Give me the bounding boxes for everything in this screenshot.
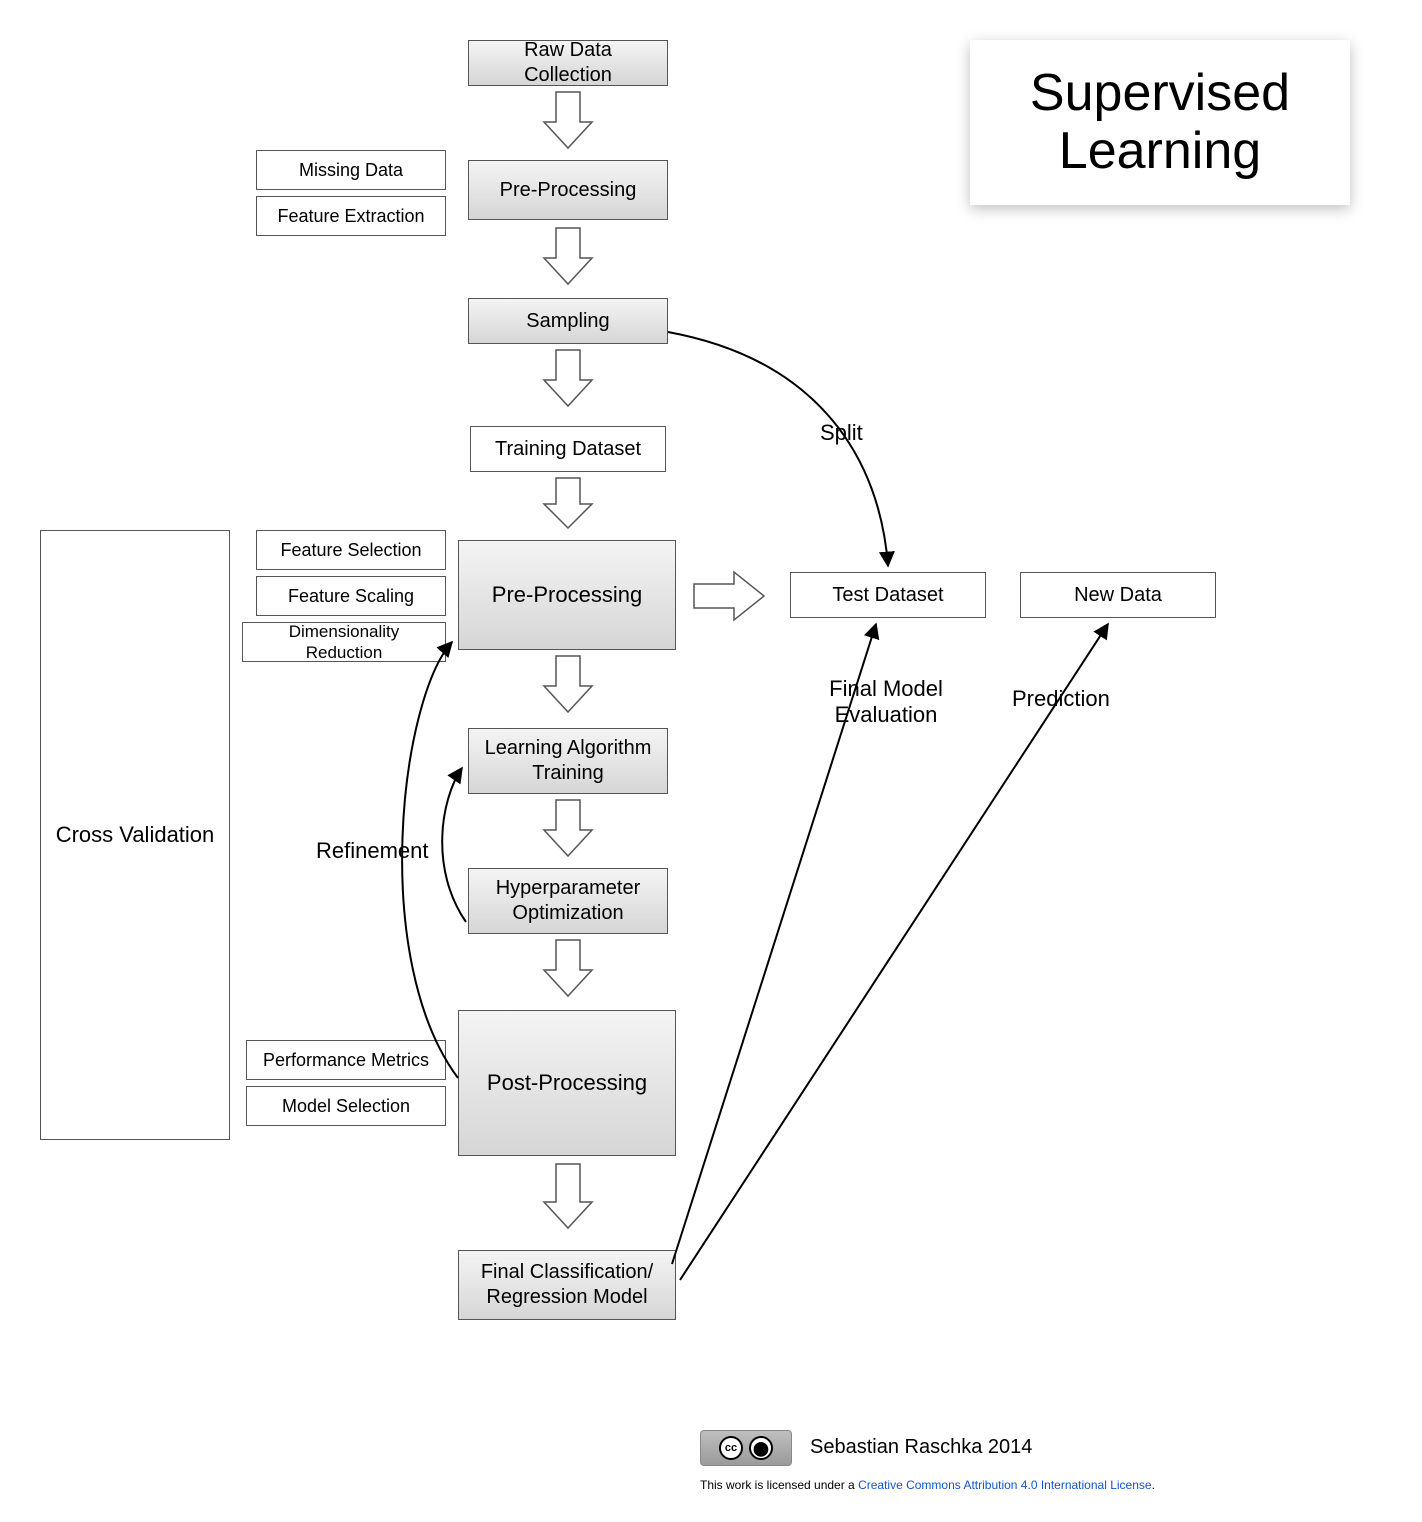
node-label: Pre-Processing bbox=[492, 581, 642, 609]
node-label: Learning Algorithm Training bbox=[479, 736, 657, 786]
cc-text: cc bbox=[725, 1442, 737, 1454]
annot-model-selection: Model Selection bbox=[246, 1086, 446, 1126]
license-line: This work is licensed under a Creative C… bbox=[700, 1478, 1155, 1492]
edge-label-final-eval: Final Model Evaluation bbox=[806, 676, 966, 728]
edge-refine2 bbox=[442, 768, 466, 922]
node-label: Feature Extraction bbox=[277, 205, 424, 228]
node-sampling: Sampling bbox=[468, 298, 668, 344]
node-label: Post-Processing bbox=[487, 1069, 647, 1097]
edge-label-prediction: Prediction bbox=[1012, 686, 1110, 712]
node-test-dataset: Test Dataset bbox=[790, 572, 986, 618]
node-label: Feature Selection bbox=[280, 539, 421, 562]
node-label: Model Selection bbox=[282, 1095, 410, 1118]
node-label: Pre-Processing bbox=[500, 178, 637, 203]
cc-circle-icon: cc bbox=[719, 1436, 743, 1460]
node-final-model: Final Classification/ Regression Model bbox=[458, 1250, 676, 1320]
block-arrow-icon bbox=[544, 656, 592, 712]
edge-label-split: Split bbox=[820, 420, 863, 446]
node-label: New Data bbox=[1074, 583, 1162, 608]
node-label: Cross Validation bbox=[56, 821, 215, 849]
node-label: Final Classification/ Regression Model bbox=[469, 1260, 665, 1310]
node-label: Sampling bbox=[526, 309, 609, 334]
block-arrow-icon bbox=[544, 1164, 592, 1228]
annot-feature-extraction: Feature Extraction bbox=[256, 196, 446, 236]
node-preprocessing-1: Pre-Processing bbox=[468, 160, 668, 220]
annot-missing-data: Missing Data bbox=[256, 150, 446, 190]
block-arrow-icon bbox=[544, 940, 592, 996]
block-arrow-icon bbox=[544, 350, 592, 406]
license-suffix: . bbox=[1152, 1478, 1155, 1492]
annot-feature-selection: Feature Selection bbox=[256, 530, 446, 570]
node-new-data: New Data bbox=[1020, 572, 1216, 618]
node-label: Missing Data bbox=[299, 159, 403, 182]
node-label: Training Dataset bbox=[495, 437, 641, 462]
block-arrow-icon bbox=[544, 800, 592, 856]
node-label: Feature Scaling bbox=[288, 585, 414, 608]
annot-feature-scaling: Feature Scaling bbox=[256, 576, 446, 616]
block-arrow-icon bbox=[694, 572, 764, 620]
block-arrow-icon bbox=[544, 92, 592, 148]
author-attribution: Sebastian Raschka 2014 bbox=[810, 1436, 1032, 1459]
node-label: Raw Data Collection bbox=[479, 38, 657, 88]
node-training-dataset: Training Dataset bbox=[470, 426, 666, 472]
edge-split bbox=[668, 332, 888, 566]
edge-label-refinement: Refinement bbox=[316, 838, 429, 864]
node-preprocessing-2: Pre-Processing bbox=[458, 540, 676, 650]
node-post-processing: Post-Processing bbox=[458, 1010, 676, 1156]
node-label: Test Dataset bbox=[832, 583, 943, 608]
annot-performance-metrics: Performance Metrics bbox=[246, 1040, 446, 1080]
annot-dim-reduction: Dimensionality Reduction bbox=[242, 622, 446, 662]
diagram-canvas: Supervised Learning Raw Data Collection … bbox=[0, 0, 1422, 1522]
by-circle-icon: ⬤ bbox=[749, 1436, 773, 1460]
block-arrow-icon bbox=[544, 478, 592, 528]
node-learning-algorithm: Learning Algorithm Training bbox=[468, 728, 668, 794]
block-arrow-icon bbox=[544, 228, 592, 284]
node-hyperparameter: Hyperparameter Optimization bbox=[468, 868, 668, 934]
license-prefix: This work is licensed under a bbox=[700, 1478, 858, 1492]
node-raw-data: Raw Data Collection bbox=[468, 40, 668, 86]
cc-badge-icon: cc ⬤ bbox=[700, 1430, 792, 1466]
diagram-title: Supervised Learning bbox=[970, 65, 1350, 179]
node-label: Hyperparameter Optimization bbox=[479, 876, 657, 926]
title-card: Supervised Learning bbox=[970, 40, 1350, 205]
node-cross-validation: Cross Validation bbox=[40, 530, 230, 1140]
node-label: Dimensionality Reduction bbox=[253, 621, 435, 664]
node-label: Performance Metrics bbox=[263, 1049, 429, 1072]
license-link[interactable]: Creative Commons Attribution 4.0 Interna… bbox=[858, 1478, 1152, 1492]
